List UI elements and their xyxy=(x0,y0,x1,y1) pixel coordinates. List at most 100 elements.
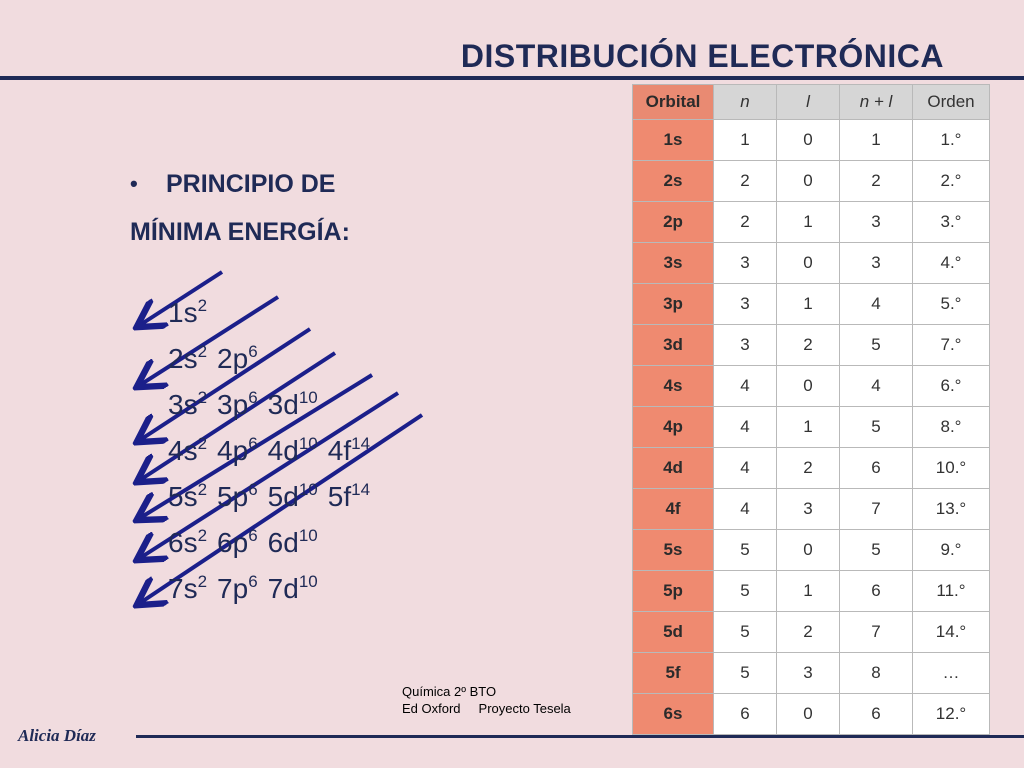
orbital-term: 7s2 xyxy=(168,573,207,604)
electron-count: 2 xyxy=(197,342,208,361)
cell-orbital: 3s xyxy=(632,242,714,284)
cell-n-plus-l: 8 xyxy=(839,652,913,694)
orbital-term: 6s2 xyxy=(168,527,207,558)
cell-orden: 2.° xyxy=(912,160,990,202)
source-note: Química 2º BTO Ed Oxford Proyecto Tesela xyxy=(402,683,589,717)
slide-title: DISTRIBUCIÓN ELECTRÓNICA xyxy=(460,38,944,74)
orbital-symbol: 6s xyxy=(168,527,198,558)
electron-count: 10 xyxy=(298,480,318,499)
orbital-symbol: 7d xyxy=(267,573,299,604)
cell-orbital: 1s xyxy=(632,119,714,161)
orbital-symbol: 3p xyxy=(217,389,249,420)
cell-l: 2 xyxy=(776,447,840,489)
orbital-symbol: 5f xyxy=(327,481,352,512)
cell-l: 1 xyxy=(776,201,840,243)
cell-n: 5 xyxy=(713,611,777,653)
orbital-symbol: 7p xyxy=(217,573,249,604)
table-row: 5p 5 1 6 11.° xyxy=(632,570,990,612)
source-publisher: Ed Oxford xyxy=(402,701,461,716)
cell-n-plus-l: 6 xyxy=(839,447,913,489)
cell-orbital: 3d xyxy=(632,324,714,366)
source-line-1: Química 2º BTO xyxy=(402,684,497,699)
config-row: 3s2 3p6 3d10 xyxy=(168,382,380,428)
electron-count: 6 xyxy=(248,434,258,453)
cell-l: 1 xyxy=(776,283,840,325)
cell-l: 2 xyxy=(776,324,840,366)
cell-n: 3 xyxy=(713,283,777,325)
cell-l: 0 xyxy=(776,529,840,571)
orbital-symbol: 4s xyxy=(168,435,198,466)
bottom-divider xyxy=(136,735,1024,738)
cell-orbital: 5f xyxy=(632,652,714,694)
table-row: 4s 4 0 4 6.° xyxy=(632,365,990,407)
cell-n-plus-l: 4 xyxy=(839,365,913,407)
cell-orden: 11.° xyxy=(912,570,990,612)
electron-count: 14 xyxy=(351,434,371,453)
cell-l: 0 xyxy=(776,693,840,735)
cell-n: 5 xyxy=(713,570,777,612)
table-row: 5s 5 0 5 9.° xyxy=(632,529,990,571)
cell-orden: 12.° xyxy=(912,693,990,735)
header-orden: Orden xyxy=(912,84,990,120)
orbital-term: 5p6 xyxy=(217,481,258,512)
orbital-symbol: 1s xyxy=(168,297,198,328)
top-divider xyxy=(0,76,1024,80)
orbital-symbol: 3s xyxy=(168,389,198,420)
orbital-term: 3p6 xyxy=(217,389,258,420)
cell-n: 5 xyxy=(713,652,777,694)
orbital-term: 4p6 xyxy=(217,435,258,466)
orbital-term: 6d10 xyxy=(268,527,318,558)
config-row: 1s2 xyxy=(168,290,380,336)
cell-n: 1 xyxy=(713,119,777,161)
electron-count: 2 xyxy=(197,434,208,453)
cell-n: 2 xyxy=(713,201,777,243)
cell-n: 2 xyxy=(713,160,777,202)
table-row: 5d 5 2 7 14.° xyxy=(632,611,990,653)
cell-l: 0 xyxy=(776,242,840,284)
electron-count: 10 xyxy=(298,572,318,591)
electron-count: 2 xyxy=(197,296,208,315)
electron-count: 6 xyxy=(248,526,258,545)
table-row: 4p 4 1 5 8.° xyxy=(632,406,990,448)
header-n-plus-l: n + l xyxy=(839,84,913,120)
orbital-symbol: 7s xyxy=(168,573,198,604)
cell-orbital: 2s xyxy=(632,160,714,202)
orbital-symbol: 3d xyxy=(267,389,299,420)
cell-n-plus-l: 3 xyxy=(839,242,913,284)
cell-orbital: 4f xyxy=(632,488,714,530)
cell-l: 2 xyxy=(776,611,840,653)
table-row: 2s 2 0 2 2.° xyxy=(632,160,990,202)
cell-n-plus-l: 5 xyxy=(839,324,913,366)
orbital-symbol: 5d xyxy=(267,481,299,512)
cell-n: 4 xyxy=(713,488,777,530)
cell-orbital: 4s xyxy=(632,365,714,407)
config-row: 7s2 7p6 7d10 xyxy=(168,566,380,612)
table-row: 5f 5 3 8… xyxy=(632,652,990,694)
cell-n: 5 xyxy=(713,529,777,571)
electron-count: 10 xyxy=(298,526,318,545)
cell-orden: 3.° xyxy=(912,201,990,243)
orbital-term: 7p6 xyxy=(217,573,258,604)
orbital-symbol: 4d xyxy=(267,435,299,466)
orbital-term: 4f14 xyxy=(328,435,370,466)
cell-l: 3 xyxy=(776,652,840,694)
orbital-term: 6p6 xyxy=(217,527,258,558)
cell-orbital: 6s xyxy=(632,693,714,735)
table-row: 6s 6 0 6 12.° xyxy=(632,693,990,735)
table-row: 3s 3 0 3 4.° xyxy=(632,242,990,284)
cell-n-plus-l: 7 xyxy=(839,488,913,530)
cell-l: 0 xyxy=(776,365,840,407)
cell-orden: 13.° xyxy=(912,488,990,530)
orbital-term: 2s2 xyxy=(168,343,207,374)
orbital-term: 5d10 xyxy=(268,481,318,512)
table-row: 2p 2 1 3 3.° xyxy=(632,201,990,243)
cell-orbital: 5p xyxy=(632,570,714,612)
config-row: 2s2 2p6 xyxy=(168,336,380,382)
cell-n: 4 xyxy=(713,365,777,407)
electron-count: 10 xyxy=(298,434,318,453)
bullet-heading: • PRINCIPIO DE MÍNIMA ENERGÍA: xyxy=(130,160,350,256)
cell-orden: 14.° xyxy=(912,611,990,653)
orbital-symbol: 5p xyxy=(217,481,249,512)
header-orbital: Orbital xyxy=(632,84,714,120)
bullet-line-1: PRINCIPIO DE xyxy=(166,170,336,198)
